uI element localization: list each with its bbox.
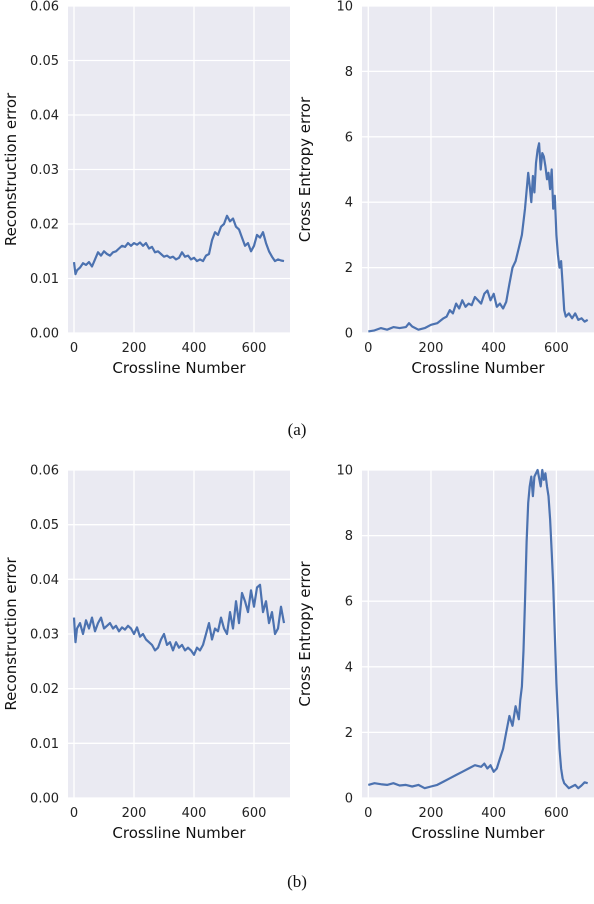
y-axis-label: Reconstruction error [2, 92, 20, 246]
y-tick-label: 0.02 [30, 682, 59, 697]
x-tick-label: 600 [544, 341, 569, 356]
y-tick-label: 0.05 [30, 54, 59, 69]
y-tick-label: 0.05 [30, 518, 59, 533]
x-axis-label: Crossline Number [411, 824, 545, 842]
x-tick-label: 200 [122, 806, 147, 821]
y-tick-label: 6 [345, 130, 353, 145]
y-tick-label: 0.01 [30, 737, 59, 752]
x-tick-label: 200 [419, 341, 444, 356]
x-tick-label: 0 [70, 341, 78, 356]
x-tick-label: 400 [182, 341, 207, 356]
chart-panel-1: 0 200 400 600 0.00 0.01 0.02 0.03 0.04 0.05 0.06 Cr… [2, 0, 290, 377]
y-tick-label: 4 [345, 660, 353, 675]
y-tick-label: 8 [345, 529, 353, 544]
x-tick-label: 200 [419, 806, 444, 821]
x-tick-label: 600 [242, 341, 267, 356]
y-axis-label: Cross Entropy error [296, 96, 314, 242]
y-tick-label: 10 [336, 464, 353, 479]
y-tick-label: 0.01 [30, 272, 59, 287]
y-tick-label: 8 [345, 65, 353, 80]
series-line [72, 583, 286, 656]
caption-a: (a) [287, 420, 307, 439]
x-tick-label: 400 [481, 806, 506, 821]
y-tick-label: 0.04 [30, 109, 59, 124]
x-tick-label: 600 [544, 806, 569, 821]
y-tick-label: 0.00 [30, 327, 59, 342]
x-tick-label: 600 [242, 806, 267, 821]
plot-area [362, 6, 594, 333]
x-tick-label: 0 [70, 806, 78, 821]
caption-b: (b) [287, 872, 307, 891]
y-tick-label: 6 [345, 595, 353, 610]
y-tick-label: 0.06 [30, 464, 59, 479]
y-axis-label: Reconstruction error [2, 556, 20, 710]
chart-panel-4: 0 200 400 600 0 2 4 6 8 10 Crossline Number Cross E… [296, 464, 594, 842]
y-tick-label: 0.00 [30, 792, 59, 807]
x-axis-label: Crossline Number [112, 359, 246, 377]
series-line [368, 468, 589, 790]
x-tick-label: 0 [364, 341, 372, 356]
y-tick-label: 10 [336, 0, 353, 15]
x-tick-label: 400 [481, 341, 506, 356]
chart-panel-2: 0 200 400 600 0 2 4 6 8 10 Crossline Number Cross E… [296, 0, 594, 377]
y-tick-label: 2 [345, 726, 353, 741]
y-axis-label: Cross Entropy error [296, 561, 314, 707]
x-tick-label: 200 [122, 341, 147, 356]
y-tick-label: 0.03 [30, 163, 59, 178]
y-tick-label: 0.04 [30, 573, 59, 588]
y-tick-label: 0.02 [30, 218, 59, 233]
y-tick-label: 0 [345, 327, 353, 342]
y-tick-label: 0.03 [30, 628, 59, 643]
y-tick-label: 0.06 [30, 0, 59, 15]
x-tick-label: 0 [364, 806, 372, 821]
chart-panel-3: 0 200 400 600 0.00 0.01 0.02 0.03 0.04 0.05 0.06 Cr… [2, 464, 290, 842]
series-line [368, 142, 589, 333]
series-line [72, 214, 285, 276]
y-tick-label: 2 [345, 261, 353, 276]
x-axis-label: Crossline Number [112, 824, 246, 842]
y-tick-label: 4 [345, 196, 353, 211]
x-axis-label: Crossline Number [411, 359, 545, 377]
y-tick-label: 0 [345, 792, 353, 807]
x-tick-label: 400 [182, 806, 207, 821]
